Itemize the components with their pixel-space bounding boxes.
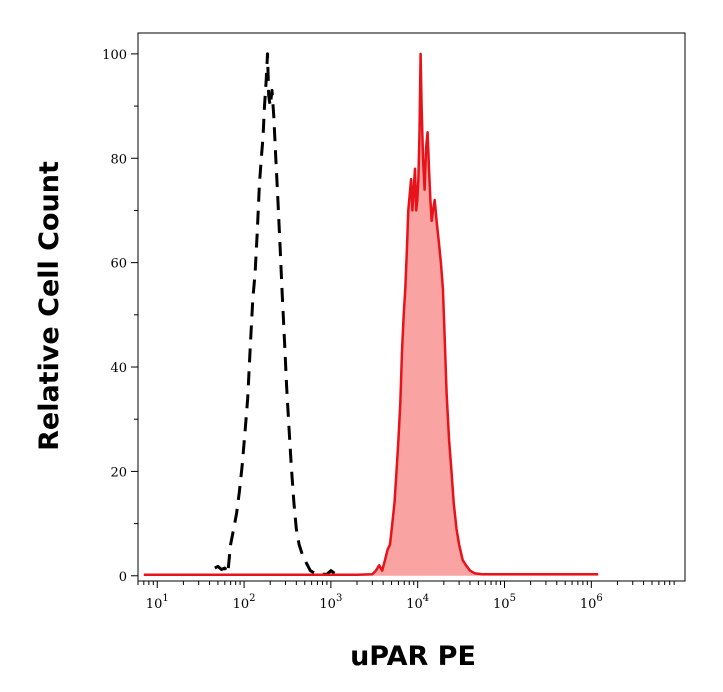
series-1-line <box>143 52 599 576</box>
x-tick-label: 105 <box>493 593 516 612</box>
x-tick-label: 103 <box>319 593 342 612</box>
x-tick-label: 101 <box>146 593 169 612</box>
y-axis: 0 20 40 60 80 100 <box>102 48 138 585</box>
x-tick-label: 104 <box>406 593 429 612</box>
y-tick-label: 80 <box>110 152 127 167</box>
y-tick-label: 0 <box>119 570 127 585</box>
x-tick-label: 106 <box>580 593 603 612</box>
series-layer <box>143 52 599 577</box>
y-axis-title: Relative Cell Count <box>34 161 65 451</box>
y-tick-label: 20 <box>110 465 127 480</box>
x-tick-label: 102 <box>233 593 256 612</box>
x-axis-title: uPAR PE <box>350 641 476 672</box>
y-tick-label: 40 <box>110 361 127 376</box>
x-axis: 101 102 103 104 105 106 <box>137 581 675 612</box>
y-tick-label: 100 <box>102 48 127 63</box>
y-tick-label: 60 <box>110 257 127 272</box>
series-0-line <box>214 52 339 577</box>
